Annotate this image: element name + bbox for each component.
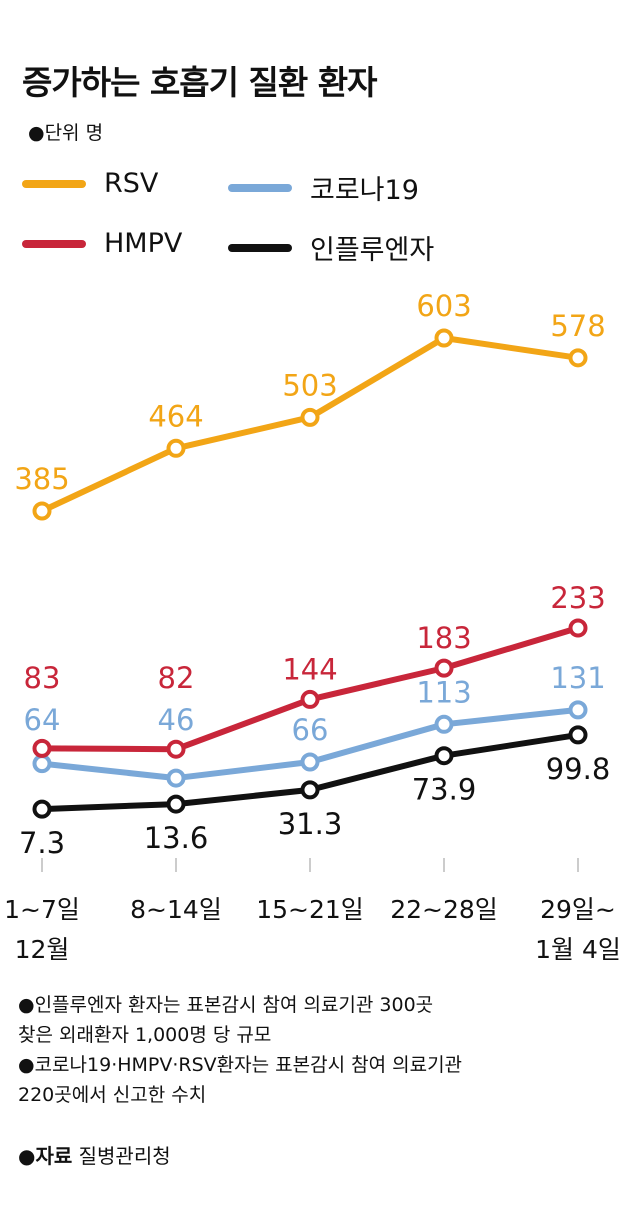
data-label-covid: 113 [416,675,471,709]
legend: RSV 코로나19 HMPV 인플루엔자 [22,168,622,278]
footnotes: ●인플루엔자 환자는 표본감시 참여 의료기관 300곳 찾은 외래환자 1,0… [18,990,628,1110]
x-tick-label: 1~7일 [4,895,80,924]
legend-item-covid: 코로나19 [228,168,419,207]
data-point-covid [568,700,588,720]
source-note: ●자료 질병관리청 [18,1140,171,1169]
x-tick-label: 8~14일 [130,895,222,924]
legend-label-hmpv: HMPV [104,228,183,259]
data-point-influenza [32,799,52,819]
legend-swatch-rsv [22,179,86,188]
data-point-influenza [166,794,186,814]
source-text: 질병관리청 [72,1144,171,1168]
data-point-hmpv [434,658,454,678]
data-point-influenza [434,746,454,766]
data-label-influenza: 7.3 [19,826,65,860]
data-label-covid: 46 [158,703,195,737]
data-label-rsv: 385 [14,462,69,496]
data-point-rsv [32,501,52,521]
data-label-hmpv: 183 [416,621,471,655]
legend-swatch-hmpv [22,239,86,248]
data-point-rsv [300,407,320,427]
legend-item-hmpv: HMPV [22,228,182,259]
legend-swatch-covid [228,183,292,192]
data-point-covid [300,752,320,772]
data-point-influenza [300,780,320,800]
data-label-influenza: 99.8 [546,752,611,786]
footnote-line: ●코로나19·HMPV·RSV환자는 표본감시 참여 의료기관 [18,1054,463,1076]
legend-label-covid: 코로나19 [310,175,419,206]
chart-title: 증가하는 호흡기 질환 환자 [22,63,377,102]
data-point-hmpv [32,738,52,758]
data-label-hmpv: 82 [158,661,195,695]
data-point-rsv [434,328,454,348]
data-label-hmpv: 144 [282,652,337,686]
data-point-covid [434,714,454,734]
data-point-rsv [568,348,588,368]
footnote-line: 찾은 외래환자 1,000명 당 규모 [18,1024,272,1046]
data-label-covid: 64 [24,703,61,737]
footnote-line: 220곳에서 신고한 수치 [18,1084,207,1106]
x-tick-label: 22~28일 [390,895,498,924]
data-label-influenza: 13.6 [144,821,209,855]
unit-label: ●단위 명 [28,122,104,144]
data-point-hmpv [568,618,588,638]
data-label-rsv: 503 [282,368,337,402]
data-point-covid [32,754,52,774]
data-point-covid [166,768,186,788]
data-point-rsv [166,438,186,458]
legend-label-rsv: RSV [104,168,159,199]
x-tick-label: 15~21일 [256,895,364,924]
data-label-influenza: 73.9 [412,773,477,807]
data-point-hmpv [166,739,186,759]
data-label-rsv: 464 [148,399,203,433]
data-label-hmpv: 233 [550,581,605,615]
x-tick-label: 12월 [15,935,70,964]
data-label-rsv: 603 [416,289,471,323]
legend-label-influenza: 인플루엔자 [310,235,435,266]
x-tick-label: 1월 4일 [535,935,621,964]
legend-item-rsv: RSV [22,168,158,199]
legend-swatch-influenza [228,243,292,252]
data-label-influenza: 31.3 [278,807,343,841]
legend-item-influenza: 인플루엔자 [228,228,434,267]
line-chart: 1~7일 12월 8~14일 15~21일 22~28일 29일~ 1월 4일 385 464 5… [4,289,621,964]
source-label: ●자료 [18,1144,73,1168]
data-point-hmpv [300,689,320,709]
data-label-covid: 131 [550,661,605,695]
data-point-influenza [568,725,588,745]
footnote-line: ●인플루엔자 환자는 표본감시 참여 의료기관 300곳 [18,994,434,1016]
x-tick-label: 29일~ [540,895,616,924]
data-label-rsv: 578 [550,309,605,343]
data-label-hmpv: 83 [24,661,61,695]
data-label-covid: 66 [292,713,329,747]
